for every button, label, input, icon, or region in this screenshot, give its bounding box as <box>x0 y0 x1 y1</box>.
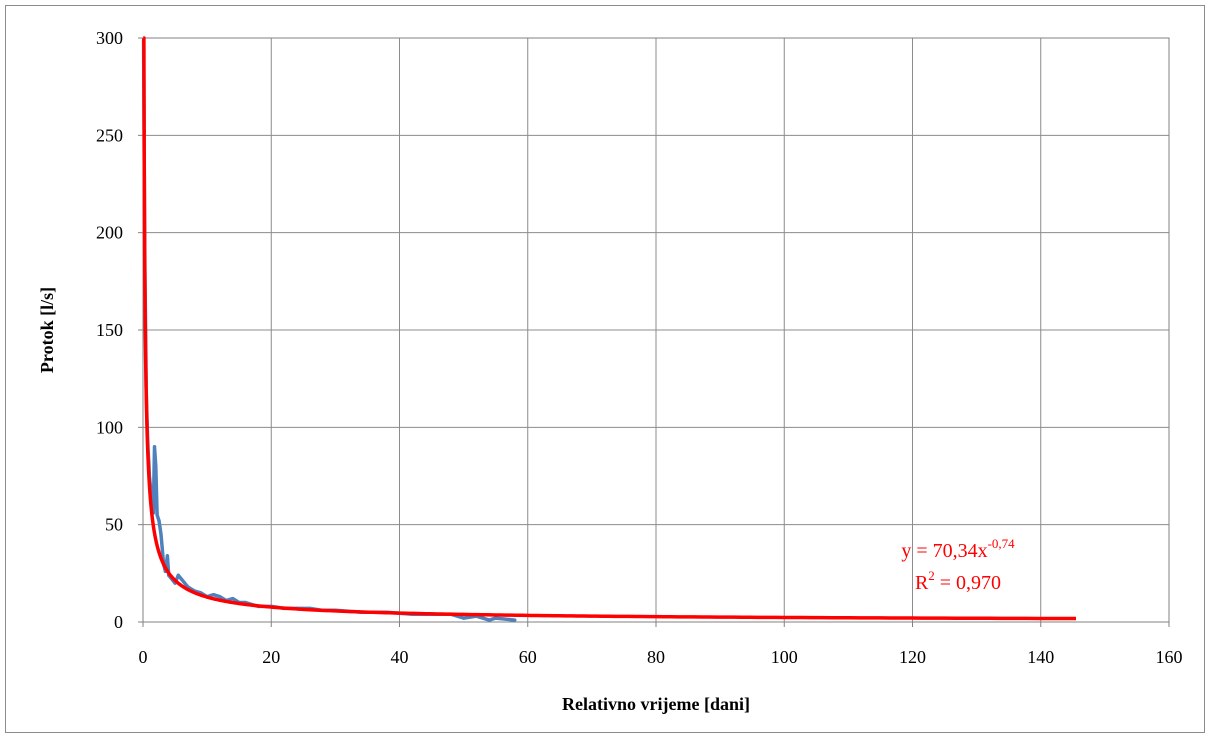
r-squared-label: R2 = 0,970 <box>915 568 1001 594</box>
x-tick-label: 60 <box>519 647 537 667</box>
power-trendline <box>141 36 1077 621</box>
observed-point <box>154 464 158 468</box>
observed-point <box>179 577 184 581</box>
y-tick-label: 200 <box>96 223 123 243</box>
observed-point <box>231 597 235 601</box>
x-tick-label: 120 <box>899 647 926 667</box>
y-tick-labels: 0 50 100 150 200 250 300 <box>96 28 123 632</box>
y-tick-label: 100 <box>96 417 123 437</box>
y-tick-label: 50 <box>105 515 123 535</box>
equation-exponent: -0,74 <box>988 536 1016 551</box>
y-tick-label: 0 <box>114 612 123 632</box>
observed-point <box>211 593 216 597</box>
observed-point <box>155 513 159 517</box>
observed-point <box>487 618 491 622</box>
observed-point <box>159 532 163 537</box>
x-tick-label: 100 <box>771 647 798 667</box>
x-tick-label: 80 <box>647 647 665 667</box>
y-tick-label: 300 <box>96 28 123 48</box>
observed-point <box>513 618 517 622</box>
y-tick-label: 250 <box>96 125 123 145</box>
x-tick-label: 40 <box>391 647 409 667</box>
observed-point <box>165 554 169 558</box>
x-axis-title: Relativno vrijeme [dani] <box>562 694 750 714</box>
x-tick-labels: 0 20 40 60 80 100 120 140 160 <box>139 647 1183 667</box>
chart-frame <box>5 5 1205 733</box>
observed-point <box>160 546 164 550</box>
x-tick-label: 140 <box>1027 647 1054 667</box>
plot-area <box>142 37 1170 623</box>
r2-base: R <box>915 572 929 594</box>
observed-point <box>462 616 466 620</box>
observed-point <box>157 519 161 523</box>
r2-exponent: 2 <box>928 568 935 583</box>
y-tick-label: 150 <box>96 320 123 340</box>
y-axis-title: Protok [l/s] <box>37 287 57 373</box>
x-tick-label: 0 <box>139 647 148 667</box>
trendline-equation: y = 70,34x-0,74 <box>901 536 1015 562</box>
r2-value: = 0,970 <box>935 572 1001 594</box>
observed-point <box>494 616 498 620</box>
observed-point <box>176 573 180 577</box>
observed-point <box>152 445 157 449</box>
series-layer <box>141 36 1077 622</box>
x-tick-label: 160 <box>1156 647 1183 667</box>
observed-point <box>218 595 222 599</box>
x-tick-label: 20 <box>262 647 280 667</box>
equation-base: y = 70,34x <box>901 540 987 562</box>
